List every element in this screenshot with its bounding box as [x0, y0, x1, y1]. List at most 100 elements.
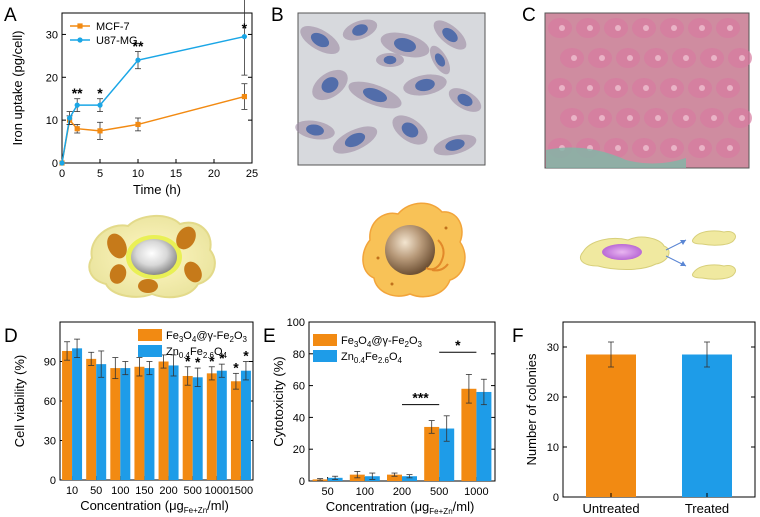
- chart-d-xtick-label: 1500: [229, 485, 253, 497]
- chart-d-bar-0: [110, 368, 121, 480]
- chart-d-xtick-label: 500: [184, 485, 202, 497]
- micrograph-c-background-region: [546, 147, 686, 168]
- chart-d-bar-0: [86, 358, 97, 480]
- chart-a-ylabel: Iron uptake (pg/cell): [10, 31, 25, 146]
- micrograph-b-iron-stain: [321, 77, 339, 93]
- chart-d-significance: *: [219, 350, 225, 366]
- chart-d-bar-0: [230, 381, 241, 480]
- chart-e-ytick-label: 40: [293, 412, 305, 424]
- chart-a-ytick-label: 0: [52, 158, 58, 170]
- chart-e-bar-1: [439, 428, 455, 481]
- chart-e-legend-label: Fe3O4@γ-Fe2O3: [341, 335, 423, 349]
- micrograph-c-nucleus: [643, 25, 649, 31]
- chart-f: 0 10 20 30 Untreated Treated Number of colonie…: [524, 321, 756, 516]
- chart-a-significance: *: [97, 85, 103, 101]
- chart-d-bar-1: [168, 365, 179, 480]
- chart-d-legend-swatch: [138, 345, 162, 357]
- micrograph-c-nucleus: [699, 145, 705, 151]
- chart-f-ytick-label: 20: [547, 392, 559, 404]
- micrograph-c-nucleus: [739, 55, 745, 61]
- chart-e-bar-1: [402, 476, 417, 481]
- chart-e-significance: *: [455, 337, 461, 353]
- chart-f-ytick-label: 0: [553, 492, 559, 504]
- chart-d-bar-1: [120, 368, 131, 480]
- chart-d-bar-0: [158, 361, 169, 480]
- chart-d-xtick-label: 10: [66, 485, 78, 497]
- chart-d-significance: *: [185, 353, 191, 369]
- micrograph-c-nucleus: [711, 55, 717, 61]
- chart-d-bar-1: [96, 364, 107, 480]
- micrograph-c-nucleus: [699, 85, 705, 91]
- micrograph-c-nucleus: [655, 115, 661, 121]
- chart-a-ytick-label: 30: [46, 29, 58, 41]
- chart-e-ytick-label: 20: [293, 444, 305, 456]
- micrograph-c-nucleus: [727, 85, 733, 91]
- chart-a-point: [74, 126, 80, 132]
- chart-a-line-1: [61, 35, 245, 164]
- micrograph-c-nucleus: [559, 85, 565, 91]
- chart-a-line-0: [61, 95, 245, 164]
- micrograph-c-nucleus: [655, 55, 661, 61]
- micrograph-c-nucleus: [671, 25, 677, 31]
- chart-d-ytick-label: 0: [50, 475, 56, 487]
- chart-d-bar-1: [216, 370, 227, 480]
- chart-e-significance: ***: [412, 390, 429, 406]
- chart-a-significance: *: [242, 20, 248, 36]
- micrograph-b-iron-stain: [352, 24, 368, 36]
- chart-a-legend-label: MCF-7: [96, 21, 130, 33]
- chart-e-legend-swatch: [313, 334, 337, 346]
- chart-a-ytick-label: 10: [46, 115, 58, 127]
- chart-a: 0 5 10 15 20 25 0 10 20 30 Time (h) Iron uptake (pg…: [10, 0, 258, 197]
- chart-d-significance: *: [195, 354, 201, 370]
- chart-a-significance: **: [72, 85, 83, 101]
- chart-d-bar-0: [62, 350, 73, 480]
- chart-e-xtick-label: 1000: [464, 486, 488, 498]
- chart-e-xlabel: Concentration (μgFe+Zn/ml): [326, 499, 475, 516]
- panel-letter-c: C: [522, 5, 536, 26]
- chart-f-xtick-label: Treated: [685, 501, 729, 516]
- micrograph-c-nucleus: [699, 25, 705, 31]
- chart-d-significance: *: [233, 359, 239, 375]
- chart-a-xtick-label: 25: [246, 168, 258, 180]
- micrograph-c-nucleus: [571, 55, 577, 61]
- cell-illustration-2: [362, 202, 466, 298]
- chart-a-legend-marker: [77, 37, 83, 43]
- chart-d-xtick-label: 50: [90, 485, 102, 497]
- micrograph-b-iron-stain: [415, 78, 435, 92]
- micrograph-c-nucleus: [671, 85, 677, 91]
- chart-d-xtick-label: 1000: [205, 485, 229, 497]
- micrograph-c-nucleus: [683, 55, 689, 61]
- chart-f-bar: [682, 354, 732, 497]
- chart-e-xtick-label: 50: [321, 486, 333, 498]
- chart-a-ytick-label: 20: [46, 72, 58, 84]
- chart-d-bar-0: [206, 373, 217, 480]
- chart-d-bar-1: [144, 368, 155, 480]
- chart-a-xtick-label: 0: [59, 168, 65, 180]
- chart-a-xtick-label: 20: [208, 168, 220, 180]
- panel-letter-f: F: [512, 326, 524, 347]
- chart-d-bar-0: [182, 375, 193, 480]
- micrograph-c-nucleus: [643, 85, 649, 91]
- chart-e-xtick-label: 100: [356, 486, 374, 498]
- chart-d-significance: *: [243, 348, 249, 364]
- chart-d-xlabel: Concentration (μgFe+Zn/ml): [80, 498, 229, 515]
- micrograph-b-iron-stain: [401, 122, 419, 138]
- chart-e-ytick-label: 100: [287, 317, 305, 329]
- panel-letter-e: E: [263, 326, 276, 347]
- micrograph-b-iron-stain: [306, 124, 324, 136]
- chart-f-xtick-label: Untreated: [582, 501, 639, 516]
- chart-e-xtick-label: 500: [430, 486, 448, 498]
- micrograph-b-iron-stain: [434, 53, 446, 67]
- chart-d-ytick-label: 30: [44, 436, 56, 448]
- chart-a-significance: **: [133, 38, 144, 54]
- chart-e-xtick-label: 200: [393, 486, 411, 498]
- chart-a-point: [241, 93, 247, 100]
- chart-a-xtick-label: 5: [97, 168, 103, 180]
- chart-d-xtick-label: 150: [135, 485, 153, 497]
- chart-a-frame: [61, 12, 253, 164]
- micrograph-c-nucleus: [727, 25, 733, 31]
- micrograph-c-nucleus: [559, 25, 565, 31]
- micrograph-c-nucleus: [671, 145, 677, 151]
- panel-letter-b: B: [271, 5, 284, 26]
